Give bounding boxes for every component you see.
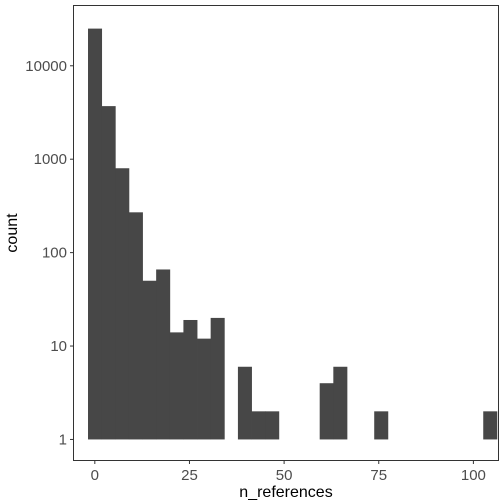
- histogram-bar-6: [169, 332, 184, 440]
- y-axis-title: count: [4, 213, 21, 253]
- histogram-bar-12: [265, 411, 280, 440]
- histogram-bar-9: [210, 317, 225, 440]
- histogram-bar-13: [319, 383, 334, 440]
- y-tick-label: 10: [50, 338, 67, 355]
- y-axis: 1 10 100 1000 10000: [25, 58, 74, 448]
- histogram-bar-10: [237, 366, 252, 440]
- x-axis: 0 25 50 75 100: [91, 460, 486, 484]
- histogram-bar-16: [483, 411, 498, 440]
- histogram-bar-8: [197, 338, 212, 440]
- histogram-bar-1: [101, 106, 116, 440]
- x-tick-label: 50: [276, 467, 293, 484]
- y-tick-label: 1: [59, 431, 67, 448]
- histogram-bar-3: [128, 212, 143, 440]
- x-tick-label: 25: [181, 467, 198, 484]
- histogram-bar-7: [183, 319, 198, 440]
- histogram-bar-11: [251, 411, 266, 440]
- panel-border: [73, 5, 499, 461]
- y-tick-label: 10000: [25, 58, 67, 75]
- y-tick-label: 1000: [34, 151, 67, 168]
- x-tick-label: 100: [461, 467, 486, 484]
- histogram-bar-14: [333, 366, 348, 440]
- x-tick-label: 75: [370, 467, 387, 484]
- y-tick-label: 100: [42, 245, 67, 262]
- histogram-bar-4: [142, 280, 157, 440]
- histogram-bars: [88, 28, 498, 440]
- histogram-bar-0: [88, 28, 103, 440]
- histogram-bar-15: [374, 411, 389, 440]
- histogram-bar-5: [156, 269, 171, 440]
- histogram-bar-2: [115, 168, 130, 440]
- x-axis-title: n_references: [239, 484, 332, 501]
- x-tick-label: 0: [91, 467, 99, 484]
